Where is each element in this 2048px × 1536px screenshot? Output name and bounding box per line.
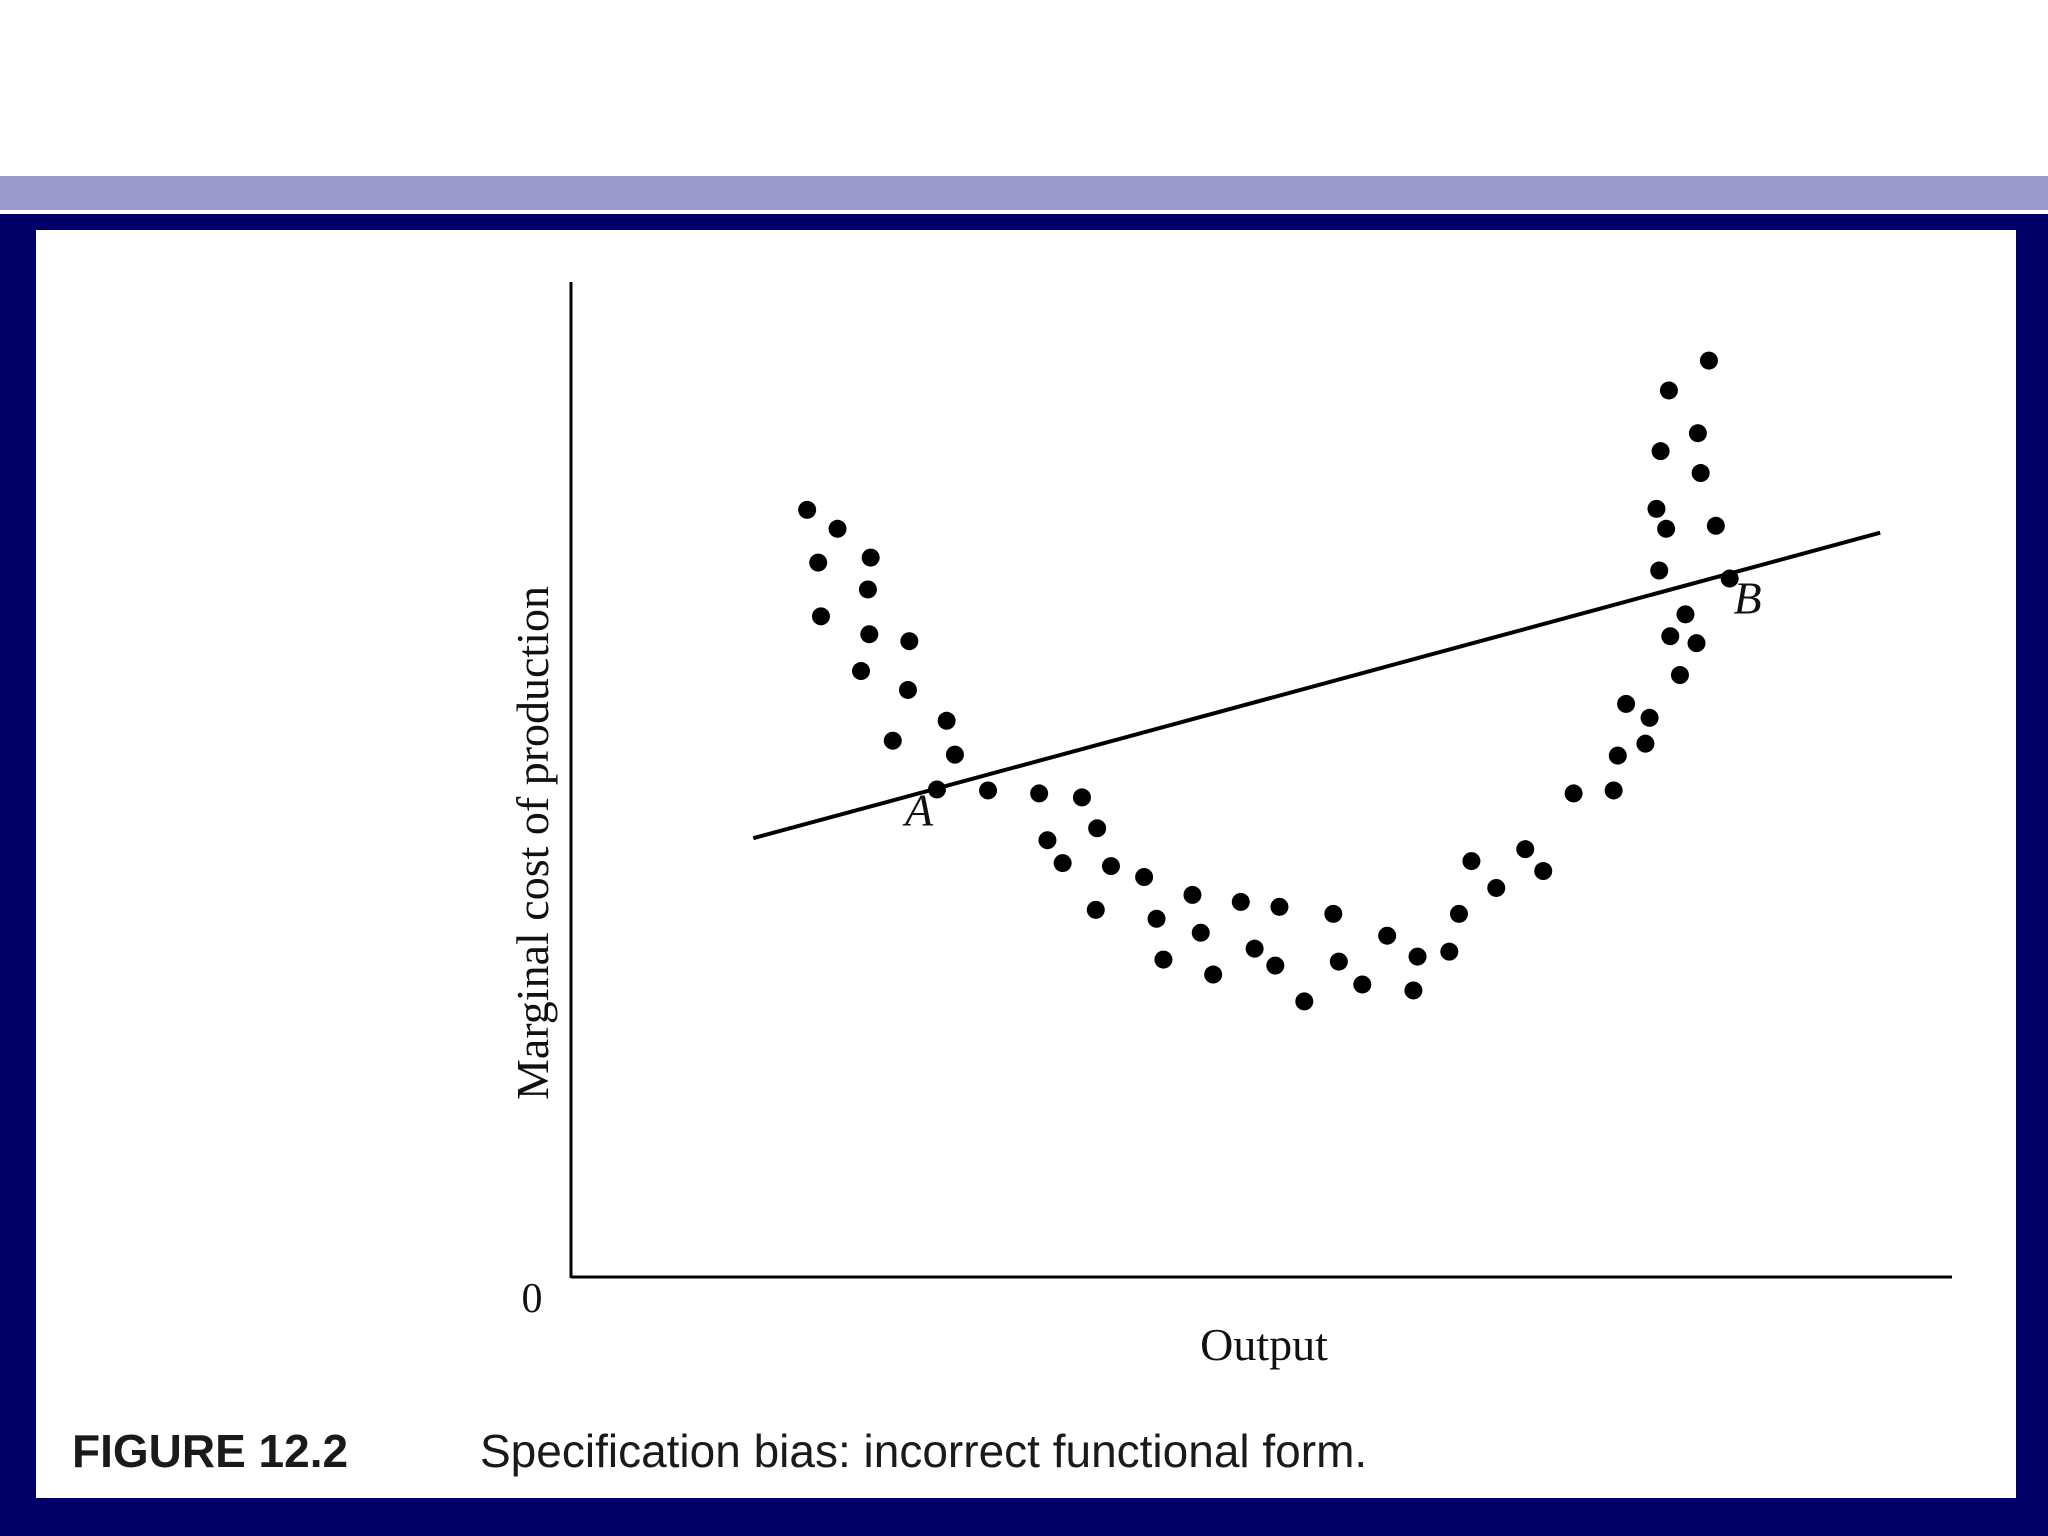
data-point — [1440, 942, 1459, 961]
annotation-label-b: B — [1734, 572, 1762, 623]
data-point — [945, 745, 964, 764]
data-point — [1640, 708, 1659, 727]
data-point — [1661, 627, 1680, 646]
data-point — [861, 548, 880, 567]
data-point — [937, 711, 956, 730]
accent-divider — [0, 210, 2048, 214]
data-point — [1086, 900, 1105, 919]
data-point — [1449, 904, 1468, 923]
scatter-chart: AB 0 Output Marginal cost of production — [507, 282, 1952, 1370]
data-point — [1038, 831, 1057, 850]
data-point — [1670, 666, 1689, 685]
data-point — [1404, 981, 1423, 1000]
data-point — [1088, 819, 1107, 838]
figure-caption-text: Specification bias: incorrect functional… — [480, 1425, 1368, 1477]
data-point — [1650, 561, 1669, 580]
data-point — [858, 580, 877, 599]
data-point — [1687, 634, 1706, 653]
y-axis-label: Marginal cost of production — [507, 586, 558, 1100]
data-point — [1676, 605, 1695, 624]
data-point — [1564, 784, 1583, 803]
data-point — [1154, 950, 1173, 969]
data-point — [1101, 857, 1120, 876]
data-point — [1659, 381, 1678, 400]
data-point — [1699, 351, 1718, 370]
figure-number: FIGURE 12.2 — [72, 1425, 349, 1477]
data-point — [1487, 878, 1506, 897]
data-point — [852, 662, 871, 681]
data-point — [1617, 694, 1636, 713]
data-point — [979, 781, 998, 800]
data-point — [1636, 734, 1655, 753]
data-point — [1053, 854, 1072, 873]
data-point — [1691, 464, 1710, 483]
data-point — [1462, 852, 1481, 871]
data-point — [1706, 516, 1725, 535]
data-point — [1378, 926, 1397, 945]
data-point — [1072, 788, 1091, 807]
data-point — [811, 607, 830, 626]
data-point — [1191, 923, 1210, 942]
data-point — [1608, 746, 1627, 765]
annotated-point-a — [927, 780, 946, 799]
data-point — [1030, 784, 1049, 803]
data-point — [1245, 939, 1264, 958]
data-point — [900, 632, 919, 651]
data-point — [809, 553, 828, 572]
data-point — [1324, 904, 1343, 923]
data-point — [1647, 499, 1666, 518]
data-point — [1147, 909, 1166, 928]
data-point — [1295, 992, 1314, 1011]
data-point — [1329, 952, 1348, 971]
data-point — [828, 519, 847, 538]
data-point — [1534, 862, 1553, 881]
annotated-point-b — [1720, 569, 1739, 588]
figure-caption: FIGURE 12.2 Specification bias: incorrect… — [72, 1424, 1972, 1484]
origin-label: 0 — [522, 1276, 543, 1322]
x-axis-label: Output — [1200, 1319, 1328, 1370]
data-point — [798, 500, 817, 519]
data-point — [898, 680, 917, 699]
title-area — [0, 0, 2048, 176]
data-point — [1183, 885, 1202, 904]
data-point — [1204, 965, 1223, 984]
data-point — [1657, 519, 1676, 538]
scatter-points — [798, 351, 1725, 1011]
data-point — [860, 625, 879, 644]
annotation-label-a: A — [902, 784, 934, 835]
point-annotations: AB — [902, 569, 1762, 835]
data-point — [1604, 781, 1623, 800]
data-point — [1135, 868, 1154, 887]
data-point — [1231, 892, 1250, 911]
data-point — [1408, 947, 1427, 966]
data-point — [1353, 975, 1372, 994]
data-point — [1266, 956, 1285, 975]
data-point — [883, 731, 902, 750]
data-point — [1688, 424, 1707, 443]
data-point — [1651, 442, 1670, 461]
accent-bar — [0, 176, 2048, 210]
data-point — [1516, 840, 1535, 859]
data-point — [1270, 897, 1289, 916]
